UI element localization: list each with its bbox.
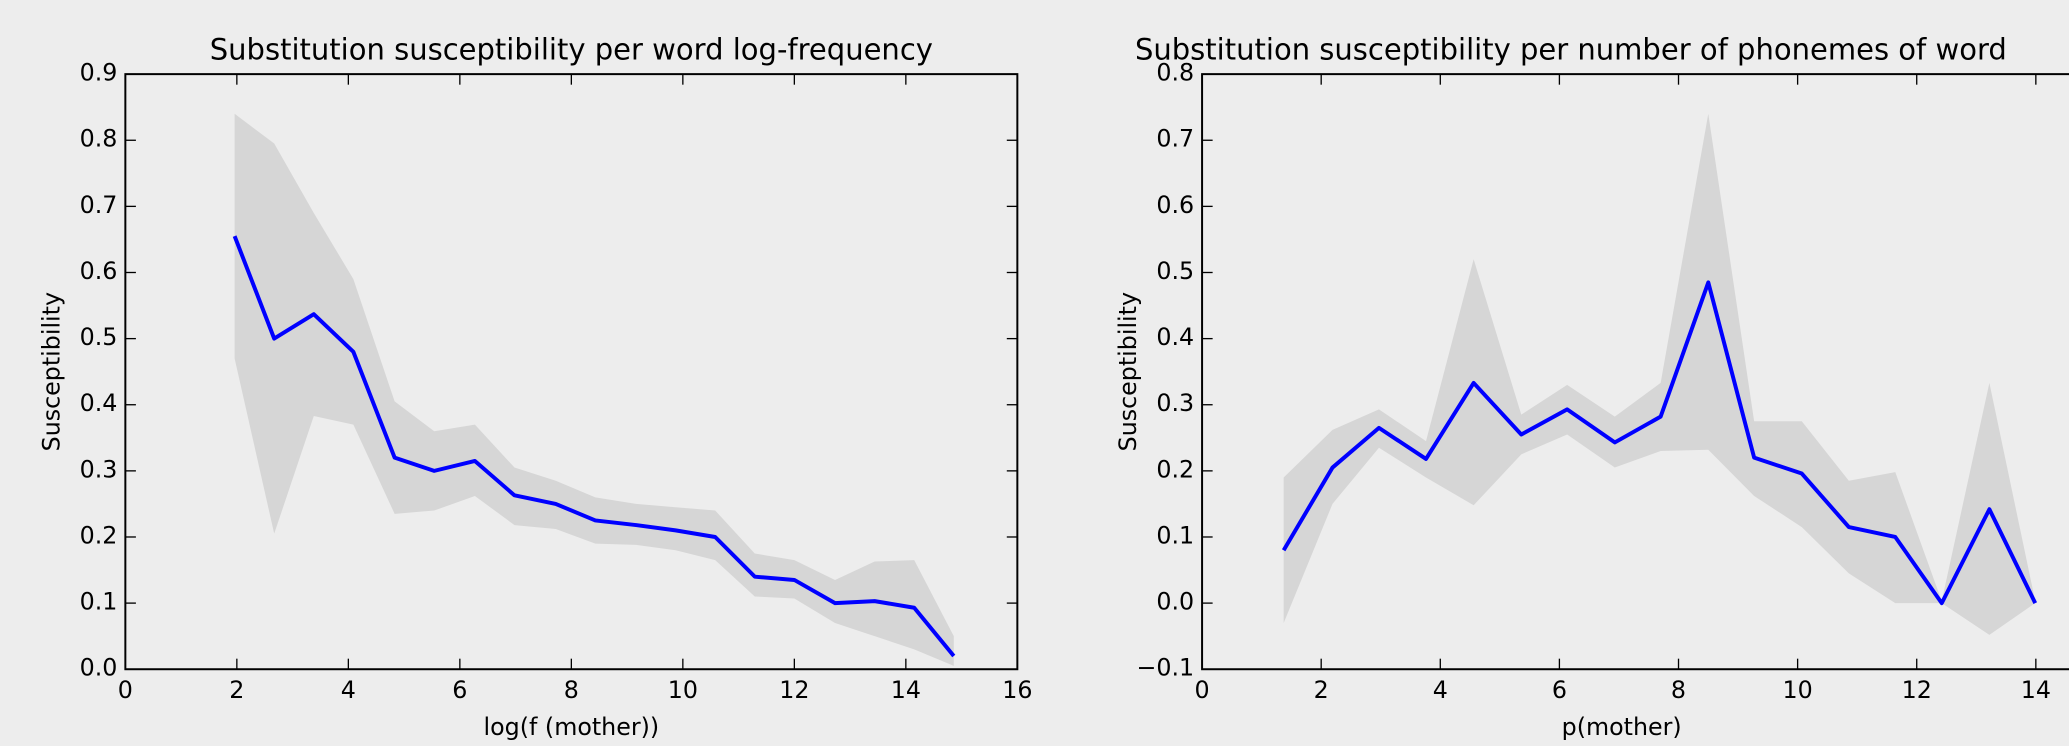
y-axis-label: Susceptibility [37, 292, 65, 451]
x-tick-label: 4 [1433, 676, 1448, 704]
chart-title: Substitution susceptibility per word log… [210, 33, 933, 67]
x-tick-label: 8 [1671, 676, 1686, 704]
confidence-band [234, 113, 954, 666]
y-tick-label: 0.3 [80, 455, 118, 483]
chart-title: Substitution susceptibility per number o… [1135, 33, 2007, 67]
data-line [232, 235, 956, 658]
y-tick-label: 0.0 [80, 654, 118, 682]
y-tick-label: 0.1 [1156, 521, 1194, 549]
y-axis-label: Susceptibility [1114, 292, 1142, 451]
y-tick-label: 0.4 [1156, 323, 1194, 351]
y-tick-label: 0.2 [80, 521, 118, 549]
x-tick-label: 10 [668, 676, 698, 704]
y-tick-label: 0.1 [80, 588, 118, 616]
x-axis-label: log(f (mother)) [484, 713, 660, 741]
x-tick-label: 2 [229, 676, 244, 704]
x-tick-label: 8 [564, 676, 579, 704]
y-tick-label: 0.5 [80, 323, 118, 351]
x-tick-label: 4 [341, 676, 356, 704]
y-tick-label: 0.0 [1156, 588, 1194, 616]
y-tick-label: 0.7 [80, 191, 118, 219]
y-tick-label: 0.6 [1156, 191, 1194, 219]
y-tick-label: 0.8 [80, 125, 118, 153]
x-tick-label: 6 [452, 676, 467, 704]
x-tick-label: 12 [779, 676, 809, 704]
y-tick-label: 0.2 [1156, 455, 1194, 483]
data-line [1281, 280, 2038, 606]
y-tick-label: 0.7 [1156, 125, 1194, 153]
x-tick-label: 16 [1002, 676, 1032, 704]
x-axis-label: p(mother) [1562, 713, 1682, 741]
y-tick-label: 0.5 [1156, 257, 1194, 285]
y-tick-label: 0.9 [80, 59, 118, 87]
x-tick-label: 0 [118, 676, 133, 704]
x-tick-label: 14 [2021, 676, 2051, 704]
y-tick-label: 0.3 [1156, 389, 1194, 417]
x-tick-label: 14 [891, 676, 921, 704]
plot-frame [1201, 73, 2069, 671]
y-tick-label: 0.4 [80, 389, 118, 417]
x-tick-label: 2 [1314, 676, 1329, 704]
y-tick-label: 0.8 [1156, 59, 1194, 87]
x-tick-label: 10 [1783, 676, 1813, 704]
y-tick-label: −0.1 [1136, 654, 1194, 682]
x-tick-label: 12 [1902, 676, 1932, 704]
y-tick-label: 0.6 [80, 257, 118, 285]
x-tick-label: 6 [1552, 676, 1567, 704]
confidence-band [1283, 113, 2036, 635]
x-tick-label: 0 [1195, 676, 1210, 704]
